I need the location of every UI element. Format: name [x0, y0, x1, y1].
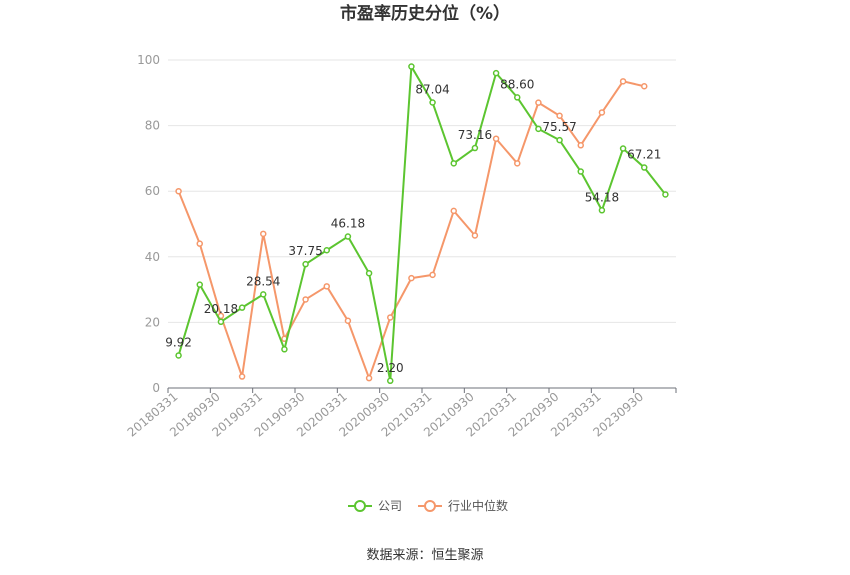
chart-title: 市盈率历史分位（%） — [340, 3, 510, 24]
legend-item-0[interactable]: 公司 — [348, 499, 402, 513]
data-point — [387, 377, 394, 385]
data-point — [175, 187, 182, 195]
data-point — [344, 317, 352, 325]
data-point — [302, 260, 309, 268]
data-point — [344, 233, 352, 240]
data-label: 37.75 — [288, 244, 322, 258]
data-point — [471, 144, 479, 152]
data-label: 67.21 — [627, 148, 661, 162]
legend-item-1[interactable]: 行业中位数 — [418, 498, 508, 513]
data-point — [619, 145, 627, 152]
legend-label: 行业中位数 — [448, 498, 508, 513]
data-label: 88.60 — [500, 77, 534, 91]
data-point — [662, 191, 669, 198]
data-point — [217, 318, 225, 326]
data-label: 87.04 — [415, 83, 449, 97]
data-label: 54.18 — [585, 190, 619, 204]
data-point — [429, 99, 436, 106]
data-point — [408, 63, 415, 70]
y-tick-label: 0 — [152, 381, 160, 395]
data-point — [365, 269, 373, 277]
data-label: 73.16 — [458, 128, 492, 142]
data-point — [429, 271, 436, 279]
data-point — [260, 291, 267, 298]
grid — [168, 59, 676, 323]
data-point — [238, 373, 246, 380]
data-point — [535, 125, 542, 133]
data-point — [260, 230, 267, 238]
data-point — [175, 352, 182, 359]
data-point — [196, 240, 203, 247]
legend[interactable]: 公司 行业中位数 — [348, 498, 508, 513]
data-label: 2.20 — [377, 361, 404, 375]
legend-marker — [354, 500, 366, 512]
series-1 — [175, 78, 648, 382]
data-label: 46.18 — [331, 217, 365, 231]
x-axis: 2018033120180930201903312019093020200331… — [125, 387, 677, 440]
data-point — [302, 296, 309, 303]
data-point — [450, 207, 457, 215]
data-point — [281, 346, 288, 353]
data-source: 数据来源：恒生聚源 — [366, 548, 483, 563]
data-point — [323, 283, 330, 290]
series-layer: 9.92 20.18 28.54 37.75 46.18 2.20 87.04 73.16 88… — [165, 63, 669, 385]
data-label: 20.18 — [204, 302, 238, 316]
data-point — [196, 281, 203, 288]
y-tick-label: 80 — [145, 119, 160, 133]
data-point — [619, 78, 627, 85]
series-0: 9.92 20.18 28.54 37.75 46.18 2.20 87.04 73.16 88… — [165, 63, 669, 385]
data-point — [238, 304, 246, 311]
data-point — [577, 142, 584, 149]
data-point — [514, 94, 521, 101]
series-line — [177, 65, 667, 382]
data-point — [492, 135, 500, 142]
data-point — [577, 168, 584, 175]
data-point — [492, 69, 500, 77]
data-point — [408, 274, 415, 282]
y-axis: 0 20 40 60 80 100 — [137, 53, 160, 395]
data-point — [641, 164, 648, 171]
legend-label: 公司 — [378, 499, 402, 513]
data-point — [365, 374, 373, 382]
data-label: 9.92 — [165, 335, 192, 349]
data-point — [641, 82, 648, 90]
legend-marker — [424, 500, 436, 512]
y-tick-label: 60 — [145, 184, 160, 198]
data-label: 75.57 — [542, 120, 576, 134]
data-point — [598, 109, 606, 116]
data-point — [450, 160, 457, 167]
data-point — [323, 246, 330, 254]
data-point — [556, 112, 563, 120]
data-point — [514, 160, 521, 167]
data-point — [387, 314, 394, 321]
data-point — [556, 136, 563, 144]
data-label: 28.54 — [246, 274, 280, 288]
data-point — [535, 99, 542, 106]
y-tick-label: 40 — [145, 250, 160, 264]
data-point — [471, 232, 479, 239]
data-point — [598, 207, 606, 214]
y-tick-label: 100 — [137, 53, 160, 67]
y-tick-label: 20 — [145, 315, 160, 329]
